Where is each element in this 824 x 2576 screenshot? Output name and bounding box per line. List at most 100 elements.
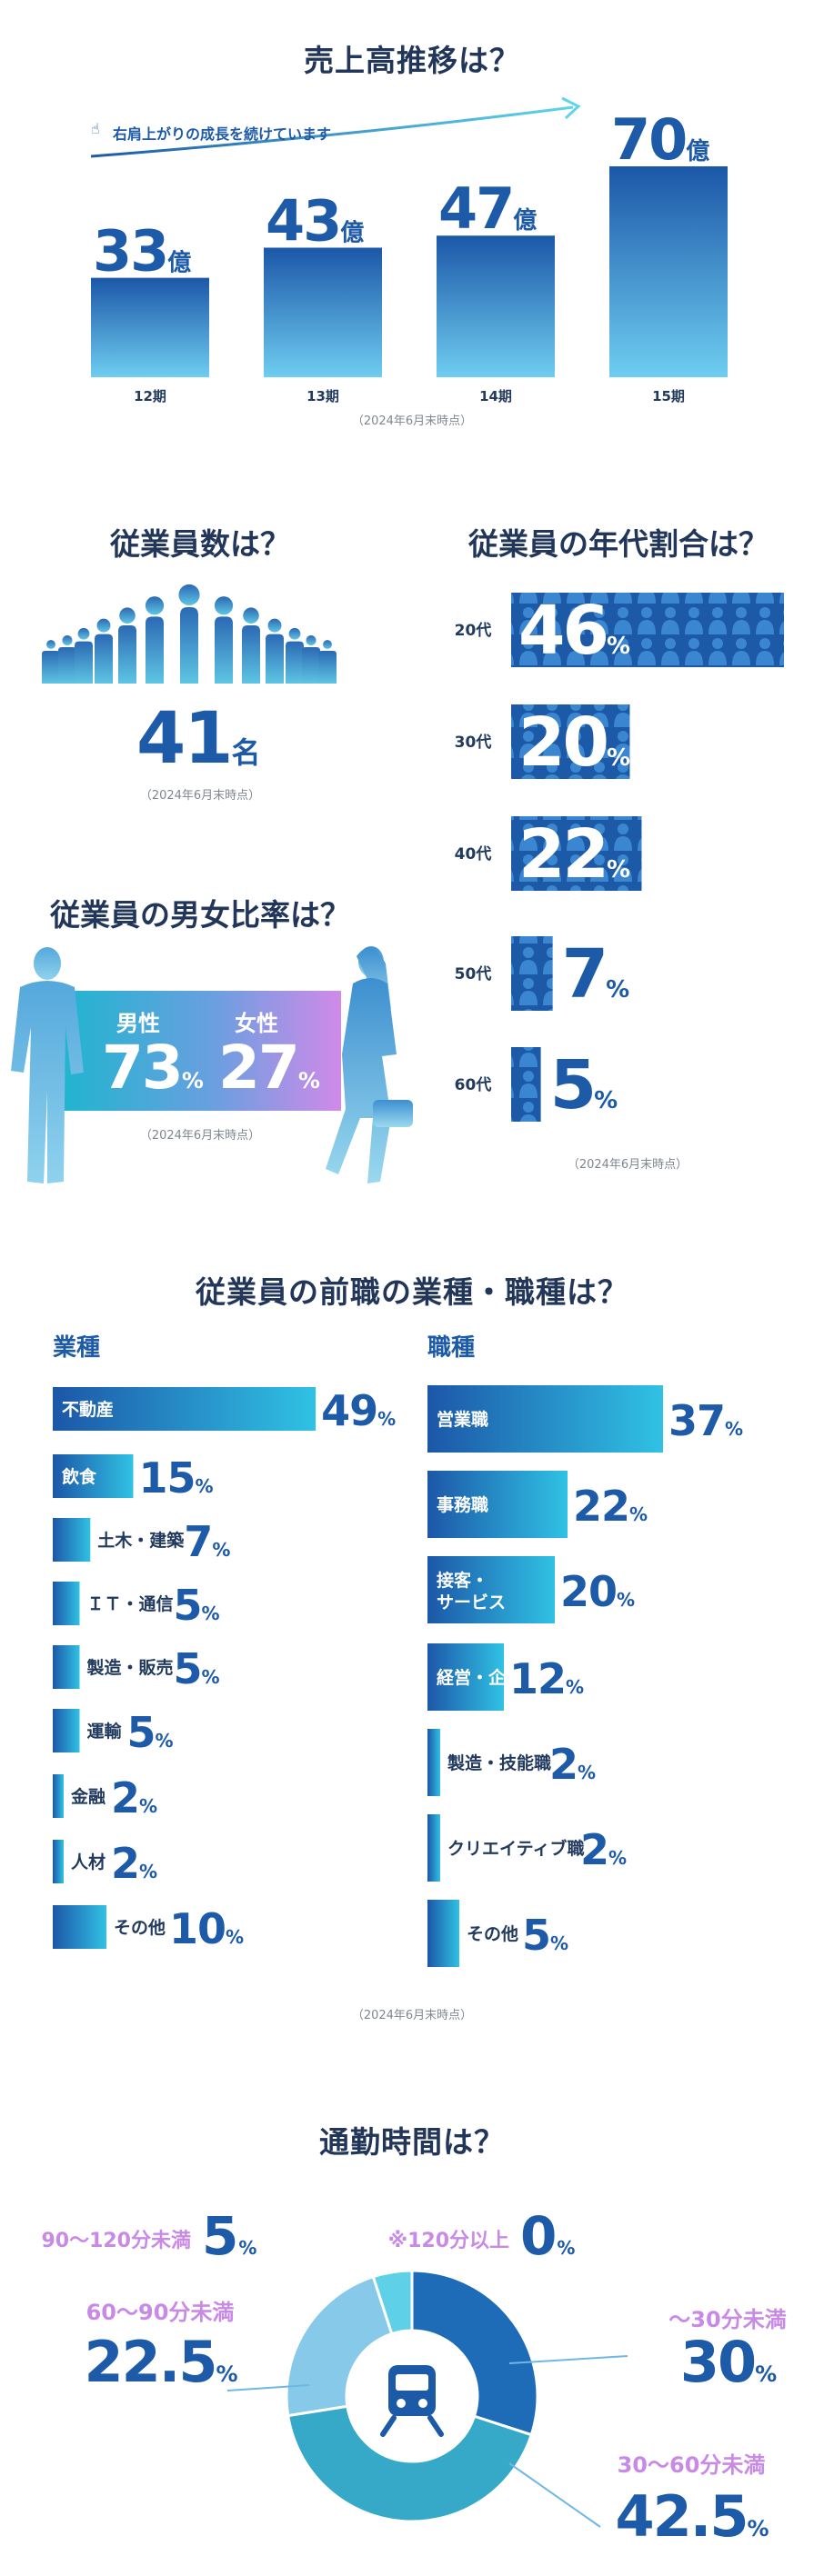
commute-value-label: 22.5% <box>84 2329 237 2395</box>
person-icon <box>96 618 111 633</box>
prev-job-chart: 不動産 49%飲食 15%土木・建築 7%ＩＴ・通信 5%製造・販売 5%運輸 5%金融 2%… <box>53 1385 744 1967</box>
person-icon <box>267 618 282 633</box>
occupation-value-label: 37% <box>668 1396 743 1445</box>
age-category-label: 20代 <box>455 621 492 640</box>
sales-value-label: 70億 <box>611 106 709 173</box>
industry-category-label: 金融 <box>70 1786 106 1807</box>
age-category-label: 30代 <box>455 733 492 752</box>
person-body-icon <box>266 634 284 684</box>
sales-bar <box>437 235 555 377</box>
industry-bar <box>53 1905 106 1949</box>
female-value: 27% <box>218 1033 320 1103</box>
age-bar <box>511 936 553 1011</box>
person-body-icon <box>146 616 164 684</box>
commute-value-label: 5% <box>202 2205 256 2267</box>
sales-category-label: 15期 <box>652 388 685 404</box>
occupation-bar <box>427 1814 440 1882</box>
person-body-icon <box>118 625 136 684</box>
occupation-bar <box>427 1385 663 1453</box>
industry-heading: 業種 <box>53 1334 101 1362</box>
industry-bar <box>53 1518 91 1562</box>
occupation-bar <box>427 1729 440 1796</box>
person-icon <box>145 596 165 615</box>
industry-value-label: 7% <box>184 1517 230 1566</box>
occupation-value-label: 22% <box>573 1482 648 1531</box>
industry-category-label: ＩＴ・通信 <box>87 1593 174 1614</box>
commute-slice <box>371 2269 414 2336</box>
occupation-category-label: 経営・企画 <box>437 1667 523 1688</box>
industry-value-label: 5% <box>174 1581 220 1630</box>
age-category-label: 40代 <box>455 844 492 864</box>
occupation-category-label: 営業職 <box>437 1409 488 1430</box>
industry-bar <box>53 1774 64 1818</box>
person-body-icon <box>302 647 320 684</box>
age-bar <box>511 593 784 667</box>
industry-value-label: 5% <box>174 1644 220 1693</box>
commute-value-label: 42.5% <box>615 2483 769 2550</box>
train-icon <box>380 2365 444 2437</box>
industry-bar <box>53 1645 80 1689</box>
industry-bar <box>53 1454 134 1498</box>
occupation-category-label: 接客・ <box>437 1570 488 1591</box>
commute-value-label: 0% <box>520 2205 575 2267</box>
industry-value-label: 49% <box>321 1386 396 1435</box>
headcount-note: （2024年6月末時点） <box>139 789 261 803</box>
person-icon <box>214 596 234 615</box>
industry-value-label: 2% <box>111 1773 157 1822</box>
person-body-icon <box>286 641 304 684</box>
commute-category-label: ※120分以上 <box>388 2230 509 2252</box>
age-note: （2024年6月末時点） <box>567 1158 688 1172</box>
occupation-bar <box>427 1556 555 1623</box>
commute-value-label: 30% <box>680 2329 777 2395</box>
occupation-value-label: 5% <box>522 1911 568 1960</box>
male-label: 男性 <box>116 1011 160 1036</box>
commute-leader-line <box>508 2355 628 2364</box>
age-bar <box>511 816 642 891</box>
age-bar <box>511 704 630 779</box>
sales-category-label: 13期 <box>306 388 339 404</box>
sales-title: 売上高推移は？ <box>304 43 520 78</box>
industry-category-label: 人材 <box>71 1852 106 1872</box>
occupation-category-label-2: サービス <box>437 1593 506 1612</box>
sales-bar <box>91 277 209 377</box>
people-crowd-icon <box>42 584 337 684</box>
industry-bar <box>53 1709 80 1752</box>
commute-category-label: 60〜90分未満 <box>86 2300 235 2325</box>
female-label: 女性 <box>235 1011 278 1036</box>
occupation-category-label: 事務職 <box>437 1494 488 1515</box>
age-value-label: 7% <box>562 935 630 1013</box>
headcount-value: 41名 <box>136 698 261 780</box>
gender-note: （2024年6月末時点） <box>139 1129 261 1143</box>
person-body-icon <box>318 651 337 684</box>
industry-value-label: 5% <box>127 1708 174 1757</box>
gender-title: 従業員の男女比率は？ <box>50 897 350 933</box>
sales-value-label: 43億 <box>266 187 364 254</box>
commute-slice <box>286 2404 534 2523</box>
prev-job-title: 従業員の前職の業種・職種は？ <box>196 1274 628 1310</box>
industry-bar <box>53 1582 80 1625</box>
industry-bar <box>53 1387 317 1431</box>
person-icon <box>323 640 332 649</box>
industry-category-label: 運輸 <box>87 1721 123 1742</box>
industry-value-label: 2% <box>111 1839 157 1888</box>
person-icon <box>46 640 55 649</box>
commute-slice <box>410 2269 539 2437</box>
age-value-label: 5% <box>550 1046 618 1124</box>
industry-bar <box>53 1840 64 1883</box>
occupation-category-label: その他 <box>467 1923 518 1944</box>
age-category-label: 60代 <box>455 1075 492 1094</box>
industry-category-label: 製造・販売 <box>86 1657 174 1678</box>
sales-value-label: 33億 <box>93 218 191 285</box>
commute-slice <box>285 2274 394 2418</box>
industry-value-label: 10% <box>169 1904 244 1953</box>
person-body-icon <box>242 625 260 684</box>
commute-leader-line <box>226 2384 310 2391</box>
occupation-category-label: クリエイティブ職 <box>447 1838 584 1859</box>
male-value: 73% <box>102 1033 204 1103</box>
age-title: 従業員の年代割合は？ <box>468 526 769 562</box>
occupation-bar <box>427 1471 568 1538</box>
sales-category-label: 14期 <box>479 388 512 404</box>
man-silhouette-icon <box>11 947 84 1183</box>
person-icon <box>243 607 259 624</box>
